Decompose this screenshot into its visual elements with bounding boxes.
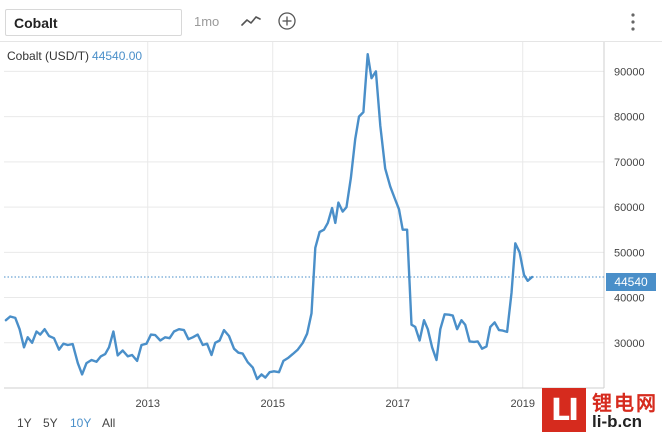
series-legend: Cobalt (USD/T) 44540.00 bbox=[7, 49, 142, 63]
watermark-cn-text: 锂电网 bbox=[592, 391, 658, 415]
plus-circle-icon[interactable] bbox=[277, 11, 297, 31]
y-tick-label: 80000 bbox=[614, 112, 645, 124]
y-tick-label: 60000 bbox=[614, 202, 645, 214]
range-10y-button[interactable]: 10Y bbox=[70, 416, 92, 430]
horizontal-gridlines bbox=[4, 70, 604, 344]
current-price-tag: 44540 bbox=[606, 273, 656, 291]
series-last-value: 44540.00 bbox=[92, 49, 143, 63]
watermark-url: li-b.cn bbox=[592, 412, 643, 431]
x-axis-labels: 2013 2015 2017 2019 bbox=[136, 398, 535, 410]
series-name: Cobalt (USD/T) bbox=[7, 49, 90, 63]
x-tick-label: 2015 bbox=[261, 398, 285, 410]
y-tick-label: 40000 bbox=[614, 293, 645, 305]
y-tick-label: 30000 bbox=[614, 338, 645, 350]
period-selector[interactable]: 1mo bbox=[194, 14, 220, 29]
range-all-button[interactable]: All bbox=[102, 416, 116, 430]
commodity-search-input[interactable]: Cobalt bbox=[5, 9, 182, 36]
y-tick-label: 50000 bbox=[614, 247, 645, 259]
y-tick-label: 90000 bbox=[614, 66, 645, 78]
chart-axes bbox=[4, 42, 605, 389]
vertical-gridlines bbox=[147, 42, 524, 388]
y-axis-labels: 30000 40000 50000 60000 70000 80000 90000 bbox=[614, 66, 645, 349]
top-toolbar: Cobalt 1mo bbox=[0, 0, 662, 42]
line-chart-icon[interactable] bbox=[240, 12, 262, 30]
watermark-logo: LI bbox=[542, 388, 586, 432]
price-chart: 30000 40000 50000 60000 70000 80000 90000 2013… bbox=[4, 42, 645, 410]
x-tick-label: 2017 bbox=[386, 398, 410, 410]
range-5y-button[interactable]: 5Y bbox=[43, 416, 58, 430]
cobalt-price-line bbox=[4, 53, 534, 381]
y-tick-label: 70000 bbox=[614, 157, 645, 169]
watermark: LI 锂电网 li-b.cn bbox=[542, 387, 660, 435]
x-tick-label: 2013 bbox=[136, 398, 160, 410]
x-tick-label: 2019 bbox=[511, 398, 535, 410]
range-1y-button[interactable]: 1Y bbox=[17, 416, 32, 430]
series-layer bbox=[4, 53, 534, 381]
search-value: Cobalt bbox=[14, 15, 58, 31]
vertical-dots-icon[interactable] bbox=[626, 11, 640, 33]
